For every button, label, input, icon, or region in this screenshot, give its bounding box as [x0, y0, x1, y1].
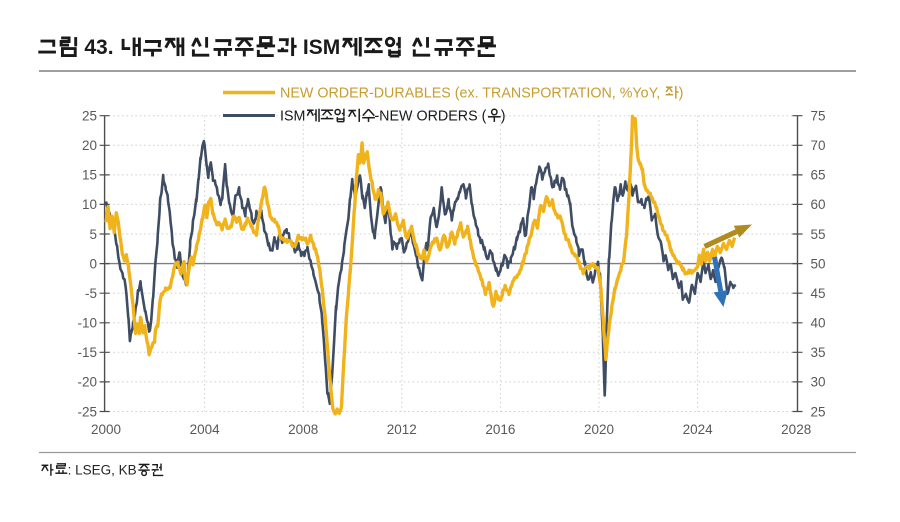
svg-text:70: 70 [811, 138, 826, 153]
svg-text:2024: 2024 [683, 422, 714, 437]
svg-text:2028: 2028 [781, 422, 811, 437]
svg-text:35: 35 [811, 345, 826, 360]
svg-text:25: 25 [811, 404, 826, 419]
svg-text:20: 20 [82, 138, 97, 153]
svg-text:60: 60 [811, 197, 826, 212]
svg-text:2008: 2008 [288, 422, 318, 437]
svg-text:-NEW ORDERS (: -NEW ORDERS ( [374, 108, 486, 124]
svg-text:43.: 43. [79, 36, 120, 59]
svg-text:2000: 2000 [91, 422, 121, 437]
svg-text:10: 10 [82, 197, 97, 212]
svg-text:-10: -10 [77, 316, 97, 331]
svg-text:-5: -5 [85, 286, 97, 301]
svg-text:-15: -15 [77, 345, 97, 360]
svg-text:ISM: ISM [280, 108, 305, 124]
svg-text:25: 25 [82, 109, 97, 124]
svg-text:NEW ORDER-DURABLES (ex. TRANSP: NEW ORDER-DURABLES (ex. TRANSPORTATION, … [280, 85, 664, 101]
svg-text:0: 0 [89, 256, 97, 271]
svg-text:65: 65 [811, 168, 826, 183]
svg-text:-20: -20 [77, 375, 97, 390]
svg-text:50: 50 [811, 256, 826, 271]
svg-text:2012: 2012 [387, 422, 417, 437]
svg-text:45: 45 [811, 286, 826, 301]
svg-text:5: 5 [89, 227, 97, 242]
svg-text:15: 15 [82, 168, 97, 183]
svg-text:30: 30 [811, 375, 826, 390]
svg-text:: LSEG, KB: : LSEG, KB [68, 463, 137, 478]
svg-text:2020: 2020 [584, 422, 614, 437]
svg-text:): ) [679, 85, 684, 101]
svg-text:2016: 2016 [485, 422, 515, 437]
svg-text:55: 55 [811, 227, 826, 242]
svg-text:ISM: ISM [297, 36, 340, 59]
svg-text:75: 75 [811, 109, 826, 124]
svg-text:40: 40 [811, 316, 826, 331]
svg-text:2004: 2004 [190, 422, 221, 437]
svg-text:-25: -25 [77, 404, 97, 419]
svg-text:): ) [501, 108, 506, 124]
